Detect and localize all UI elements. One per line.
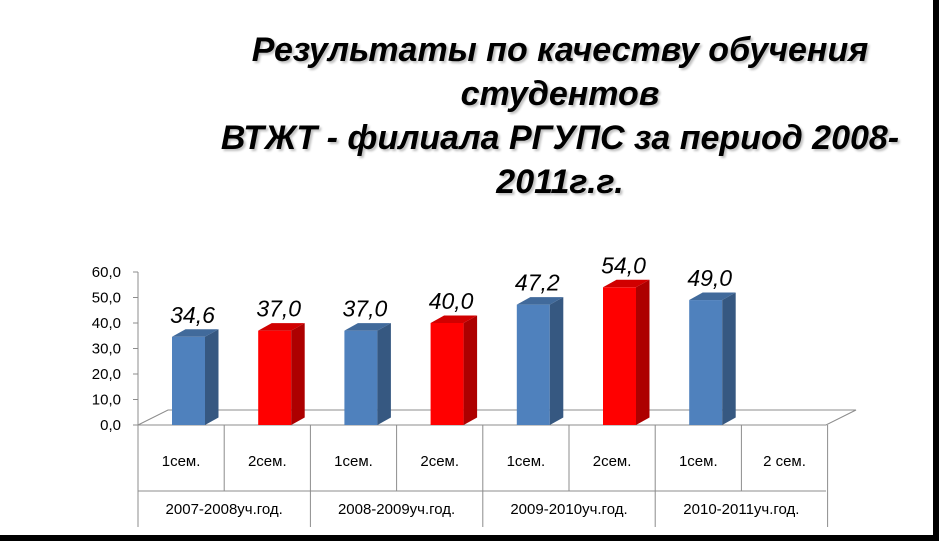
chart-title-line-1: Результаты по качеству обучения <box>251 31 869 69</box>
bar-side <box>549 297 564 425</box>
bar-front <box>689 300 723 425</box>
bar-front <box>516 304 550 425</box>
data-label: 40,0 <box>429 288 474 314</box>
back-wall <box>138 257 168 425</box>
bar-front <box>172 336 205 425</box>
bar-top <box>516 297 564 305</box>
chart-title-line-4: 2011г.г. <box>496 163 624 201</box>
category-label: 2сем. <box>593 453 632 470</box>
data-label: 37,0 <box>256 296 301 322</box>
chart-title: Результаты по качеству обучения студенто… <box>200 28 920 204</box>
group-label: 2008-2009уч.год. <box>338 501 455 518</box>
category-label: 1сем. <box>334 453 373 470</box>
category-label: 1сем. <box>162 453 201 470</box>
data-label: 54,0 <box>601 252 646 278</box>
bar-side <box>463 315 478 425</box>
data-label: 37,0 <box>343 296 388 322</box>
bar-side <box>377 323 391 425</box>
bar-top <box>344 323 391 331</box>
bar-front <box>258 330 292 425</box>
category-label: 2 сем. <box>763 453 806 470</box>
chart-floor <box>137 409 857 426</box>
bar-top <box>689 292 736 301</box>
data-label: 49,0 <box>687 265 732 291</box>
bar-top <box>603 279 650 288</box>
category-label: 1сем. <box>679 453 718 470</box>
y-tick-label: 60,0 <box>92 264 121 281</box>
bar-top <box>430 315 478 323</box>
bar-side <box>636 279 650 425</box>
bar-side <box>205 329 219 425</box>
bar-front <box>344 330 378 425</box>
data-label: 34,6 <box>170 302 215 328</box>
category-label: 2сем. <box>420 453 459 470</box>
chart-title-line-2: студентов <box>460 75 660 113</box>
bar-top <box>172 329 219 337</box>
y-tick-label: 50,0 <box>92 290 121 307</box>
bar-front <box>430 323 464 425</box>
group-label: 2007-2008уч.год. <box>166 501 283 518</box>
group-label: 2010-2011уч.год. <box>683 501 799 518</box>
bar-side <box>291 323 305 425</box>
bar-front <box>603 287 636 425</box>
category-label: 2сем. <box>248 453 287 470</box>
y-tick-label: 10,0 <box>92 392 121 409</box>
y-tick-label: 30,0 <box>92 341 121 358</box>
bar-side <box>722 292 736 425</box>
category-label: 1сем. <box>507 453 546 470</box>
y-tick-label: 20,0 <box>92 366 121 383</box>
group-label: 2009-2010уч.год. <box>510 501 627 518</box>
chart-title-line-3: ВТЖТ - филиала РГУПС за период 2008- <box>220 119 900 157</box>
data-label: 47,2 <box>515 270 560 296</box>
bar-top <box>258 323 305 331</box>
y-tick-label: 40,0 <box>92 315 121 332</box>
y-tick-label: 0,0 <box>100 417 121 434</box>
